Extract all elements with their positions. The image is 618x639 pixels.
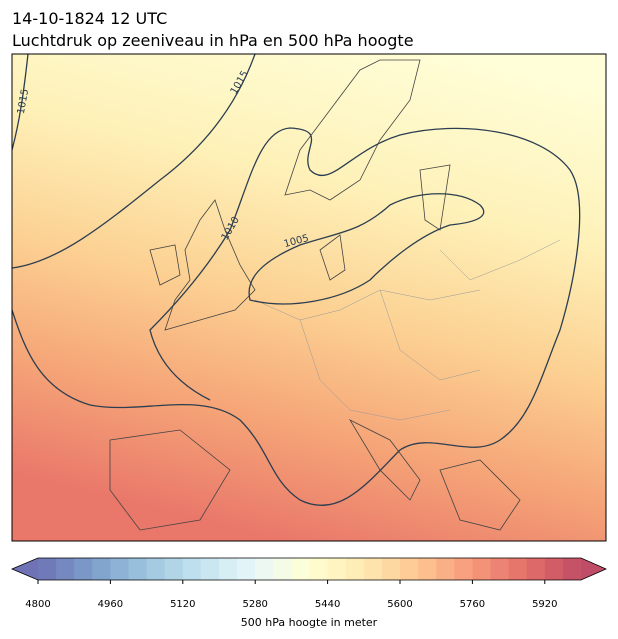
colorbar-extend-high xyxy=(581,558,606,580)
colorbar-tick-label: 5920 xyxy=(532,599,557,610)
colorbar-bin xyxy=(345,558,365,580)
colorbar-bin xyxy=(146,558,166,580)
colorbar-label: 500 hPa hoogte in meter xyxy=(241,616,378,629)
isobar xyxy=(12,54,256,269)
colorbar-bin xyxy=(273,558,292,580)
colorbar-bin xyxy=(110,558,129,580)
colorbar-bin xyxy=(219,558,238,580)
title-line-2: Luchtdruk op zeeniveau in hPa en 500 hPa… xyxy=(12,31,414,50)
title-line-1: 14-10-1824 12 UTC xyxy=(12,9,167,28)
country-borders xyxy=(254,239,561,421)
colorbar-bin xyxy=(400,558,419,580)
colorbar-bin xyxy=(128,558,148,580)
colorbar-tick-label: 4800 xyxy=(25,599,50,610)
colorbar-bin xyxy=(454,558,473,580)
colorbar-bin xyxy=(363,558,383,580)
colorbar-bin xyxy=(544,558,564,580)
map-frame xyxy=(11,53,607,542)
colorbar-bin xyxy=(291,558,310,580)
colorbar-bin xyxy=(562,558,582,580)
colorbar-bin xyxy=(182,558,202,580)
colorbar-bin xyxy=(327,558,347,580)
map-background xyxy=(12,54,606,541)
colorbar-bin xyxy=(200,558,220,580)
map: 1015 1015 1010 1005 xyxy=(12,54,606,541)
colorbar-bin xyxy=(490,558,510,580)
colorbar-bin xyxy=(508,558,528,580)
isobar xyxy=(12,54,29,151)
colorbar-tick-label: 5120 xyxy=(170,599,195,610)
colorbar-bin xyxy=(237,558,256,580)
colorbar-bin xyxy=(381,558,401,580)
colorbar-extend-low xyxy=(12,558,38,580)
colorbar-tick-label: 5440 xyxy=(315,599,340,610)
colorbar-tick-label: 5760 xyxy=(460,599,485,610)
colorbar-bin xyxy=(38,558,57,580)
colorbar-bin xyxy=(526,558,546,580)
coastline xyxy=(109,59,521,531)
colorbar-bin xyxy=(418,558,437,580)
colorbar-bin xyxy=(74,558,93,580)
isobar xyxy=(12,127,581,506)
colorbar-bin xyxy=(56,558,75,580)
colorbar-bin xyxy=(92,558,111,580)
colorbar-bin xyxy=(309,558,329,580)
colorbar-tick-label: 5600 xyxy=(387,599,412,610)
isobar xyxy=(248,193,485,305)
colorbar: 4800 4960 5120 5280 5440 5600 5760 5920 xyxy=(10,557,607,610)
colorbar-bin xyxy=(472,558,491,580)
colorbar-bin xyxy=(436,558,455,580)
colorbar-tick-label: 4960 xyxy=(98,599,123,610)
contour-label: 1015 xyxy=(16,88,31,115)
colorbar-bin xyxy=(164,558,184,580)
colorbar-tick-label: 5280 xyxy=(242,599,267,610)
colorbar-bin xyxy=(255,558,274,580)
